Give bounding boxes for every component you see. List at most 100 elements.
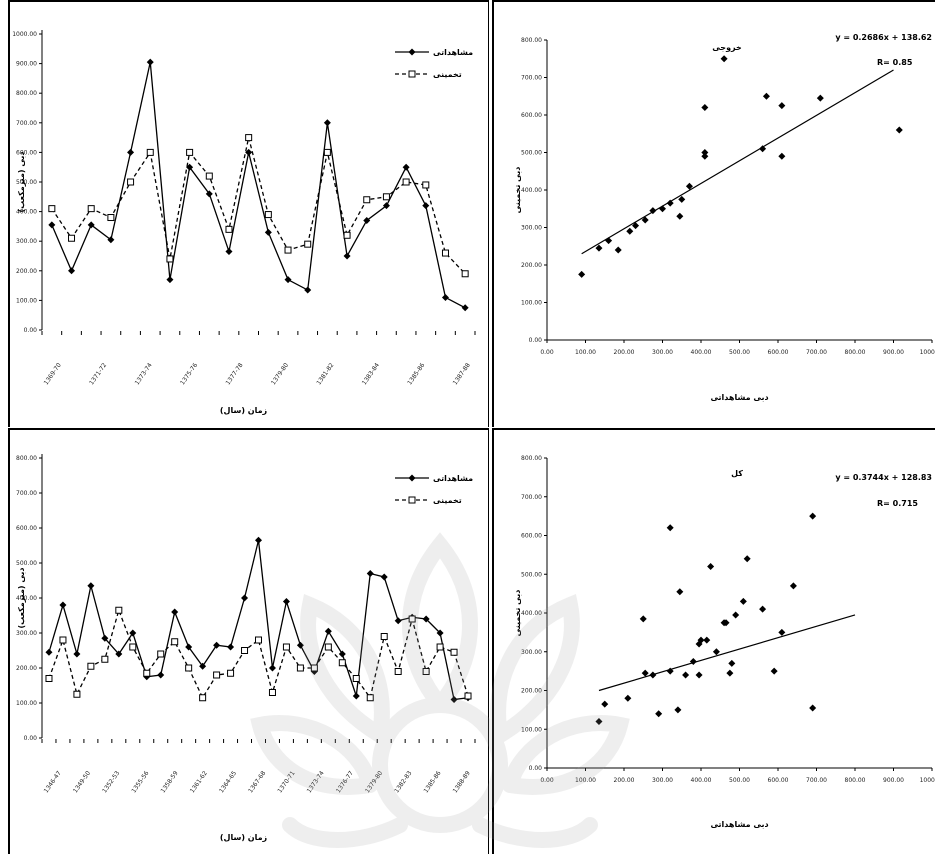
x-tick-label: 800.00	[845, 777, 866, 784]
data-point-estimated	[382, 193, 390, 201]
scatter-point	[895, 126, 903, 134]
scatter-point	[639, 615, 647, 623]
y-tick-label: 0.00	[529, 765, 543, 772]
x-tick-label: 1367-68	[247, 770, 267, 795]
x-tick-label: 1000.00	[920, 349, 935, 356]
y-tick-label: 1000.00	[12, 31, 37, 38]
scatter-point	[720, 55, 728, 63]
data-point-observed	[304, 286, 312, 294]
chart-title: کل	[731, 469, 743, 478]
x-tick-label: 1349-50	[72, 770, 92, 795]
scatter-point	[809, 512, 817, 520]
data-point-observed	[227, 643, 235, 651]
y-tick-label: 400.00	[521, 187, 542, 194]
data-point-estimated	[422, 181, 430, 189]
scatter-point	[641, 216, 649, 224]
data-point-estimated	[408, 615, 416, 623]
x-tick-label: 1369-70	[43, 362, 63, 387]
data-point-observed	[382, 202, 390, 210]
y-tick-label: 600.00	[521, 112, 542, 119]
data-point-observed	[48, 221, 56, 229]
x-tick-label: 1388-89	[452, 770, 472, 795]
data-point-observed	[146, 58, 154, 66]
data-point-estimated	[213, 671, 221, 679]
series-line-observed	[48, 540, 469, 701]
x-tick-label: 1382-83	[393, 770, 413, 795]
x-tick-label: 1379-80	[270, 362, 290, 387]
data-point-observed	[199, 662, 207, 670]
x-tick-label: 100.00	[575, 777, 596, 784]
x-tick-label: 1370-71	[276, 770, 296, 795]
regression-equation: y = 0.3744x + 128.83	[835, 473, 932, 482]
data-point-estimated	[171, 638, 179, 646]
data-point-estimated	[157, 650, 165, 658]
y-tick-label: 500.00	[521, 571, 542, 578]
y-tick-label: 300.00	[521, 649, 542, 656]
scatter-point	[666, 199, 674, 207]
data-point-observed	[166, 276, 174, 284]
legend-label-observed: مشاهداتی	[433, 474, 473, 483]
data-point-estimated	[245, 134, 253, 142]
data-point-estimated	[394, 668, 402, 675]
data-point-estimated	[422, 668, 430, 675]
y-tick-label: 200.00	[16, 665, 37, 672]
y-tick-label: 800.00	[16, 455, 37, 462]
data-point-estimated	[324, 643, 332, 651]
data-point-estimated	[68, 234, 76, 242]
x-tick-label: 1385-86	[422, 770, 442, 795]
x-tick-label: 700.00	[806, 777, 827, 784]
data-point-estimated	[225, 225, 233, 233]
scatter-point	[701, 152, 709, 160]
data-point-estimated	[264, 211, 272, 219]
y-tick-label: 100.00	[521, 300, 542, 307]
x-tick-label: 1377-78	[224, 362, 244, 387]
x-axis-title: زمان (سال)	[220, 833, 268, 842]
data-point-observed	[101, 634, 109, 642]
scatter-point	[778, 628, 786, 636]
trend-line	[581, 69, 894, 255]
data-point-estimated	[338, 659, 346, 667]
r-value: R= 0.85	[877, 58, 913, 67]
data-point-observed	[59, 601, 67, 609]
data-point-observed	[380, 573, 388, 581]
data-point-estimated	[48, 205, 56, 213]
data-point-estimated	[73, 690, 81, 698]
y-tick-label: 900.00	[16, 61, 37, 68]
legend-marker-estimated	[408, 70, 416, 78]
x-tick-label: 1364-65	[218, 770, 238, 795]
data-point-observed	[245, 148, 253, 156]
scatter-point	[666, 524, 674, 532]
panel-frame	[8, 0, 489, 427]
scatter-point	[778, 102, 786, 110]
scatter-point	[632, 222, 640, 230]
y-tick-label: 0.00	[24, 327, 38, 334]
data-point-observed	[157, 671, 165, 679]
data-point-estimated	[129, 643, 137, 651]
data-point-observed	[461, 304, 469, 312]
data-point-estimated	[366, 694, 374, 702]
scatter-point	[778, 152, 786, 160]
scatter-point	[689, 657, 697, 665]
x-axis-title: دبی مشاهداتی	[710, 393, 768, 402]
x-tick-label: 400.00	[691, 349, 712, 356]
y-tick-label: 600.00	[16, 149, 37, 156]
chart-title: خروجی	[712, 43, 742, 52]
scatter-point	[732, 611, 740, 619]
data-point-estimated	[343, 231, 351, 239]
line-chart-top-left: 0.00 100.00 200.00 300.00 400.00 500.00 600.00…	[12, 30, 476, 415]
scatter-point	[701, 149, 709, 156]
data-point-observed	[68, 267, 76, 275]
x-tick-label: 1375-76	[179, 362, 199, 387]
data-point-observed	[436, 629, 444, 637]
data-point-observed	[366, 570, 374, 577]
scatter-point	[682, 671, 690, 679]
scatter-point	[770, 667, 778, 675]
data-point-observed	[338, 650, 346, 658]
data-point-estimated	[268, 689, 276, 696]
y-tick-label: 500.00	[16, 179, 37, 186]
data-point-observed	[323, 119, 331, 127]
x-axis-title: زمان (سال)	[220, 406, 268, 415]
x-tick-label: 500.00	[729, 777, 750, 784]
series-line-estimated	[48, 608, 469, 700]
scatter-point	[695, 640, 703, 648]
